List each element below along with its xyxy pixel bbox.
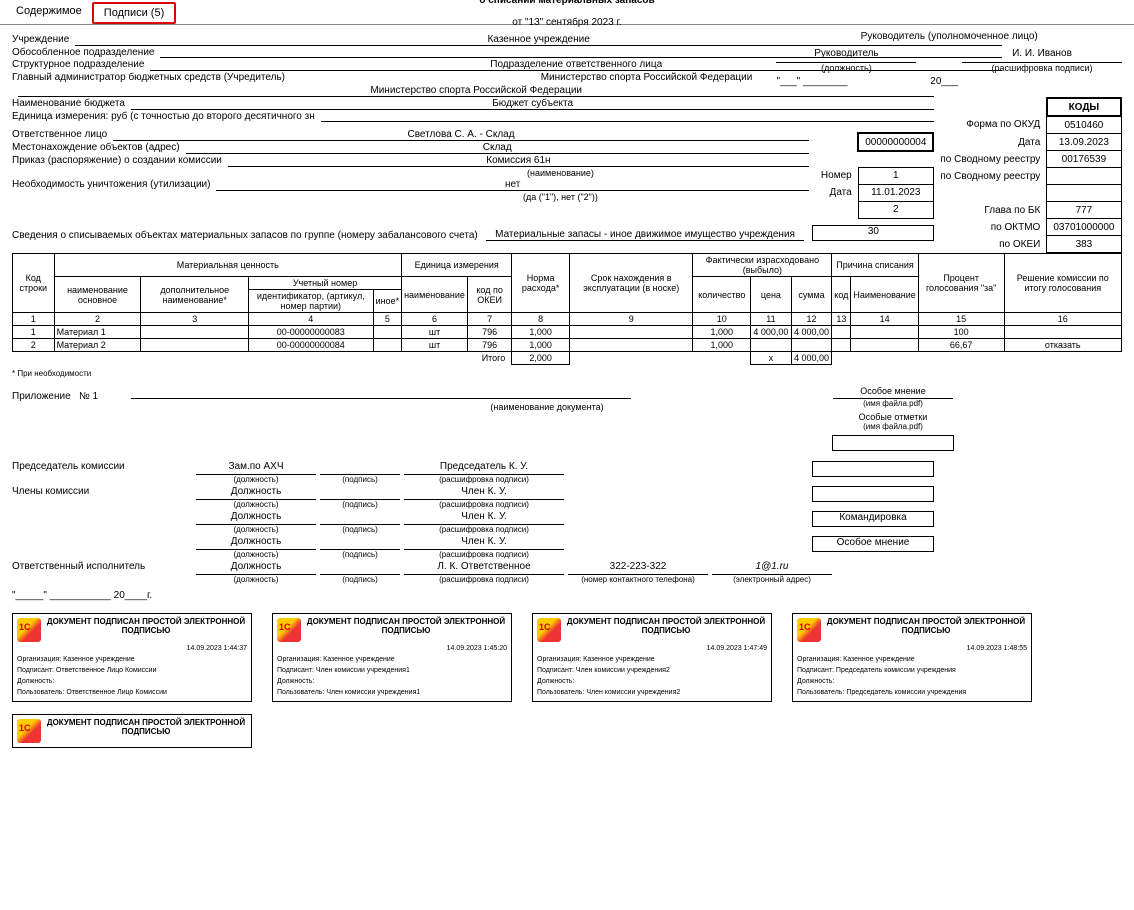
1c-icon [797,618,821,642]
group-label: Сведения о списываемых объектах материал… [12,230,478,241]
signature-stamp: ДОКУМЕНТ ПОДПИСАН ПРОСТОЙ ЭЛЕКТРОННОЙ ПО… [12,714,252,748]
table-row: 1Материал 1 00-00000000083шт796 1,0001,0… [13,326,1122,339]
tab-content[interactable]: Содержимое [6,2,92,24]
1c-icon [537,618,561,642]
table-row: 2Материал 2 00-00000000084шт796 1,0001,0… [13,339,1122,352]
stamps-row: ДОКУМЕНТ ПОДПИСАН ПРОСТОЙ ЭЛЕКТРОННОЙ ПО… [12,613,1122,702]
act-title: АКТ № 0000-000004 о списании материальны… [12,0,1122,28]
materials-table: Код строки Материальная ценность Единица… [12,253,1122,365]
tab-signatures[interactable]: Подписи (5) [92,2,176,24]
signature-stamp: ДОКУМЕНТ ПОДПИСАН ПРОСТОЙ ЭЛЕКТРОННОЙ ПО… [532,613,772,702]
1c-icon [17,618,41,642]
signature-stamp: ДОКУМЕНТ ПОДПИСАН ПРОСТОЙ ЭЛЕКТРОННОЙ ПО… [12,613,252,702]
1c-icon [17,719,41,743]
signature-stamp: ДОКУМЕНТ ПОДПИСАН ПРОСТОЙ ЭЛЕКТРОННОЙ ПО… [792,613,1032,702]
signature-stamp: ДОКУМЕНТ ПОДПИСАН ПРОСТОЙ ЭЛЕКТРОННОЙ ПО… [272,613,512,702]
codes-table: КОДЫ Форма по ОКУД0510460 Дата13.09.2023… [934,97,1122,253]
1c-icon [277,618,301,642]
org-name: Казенное учреждение [75,34,1002,46]
